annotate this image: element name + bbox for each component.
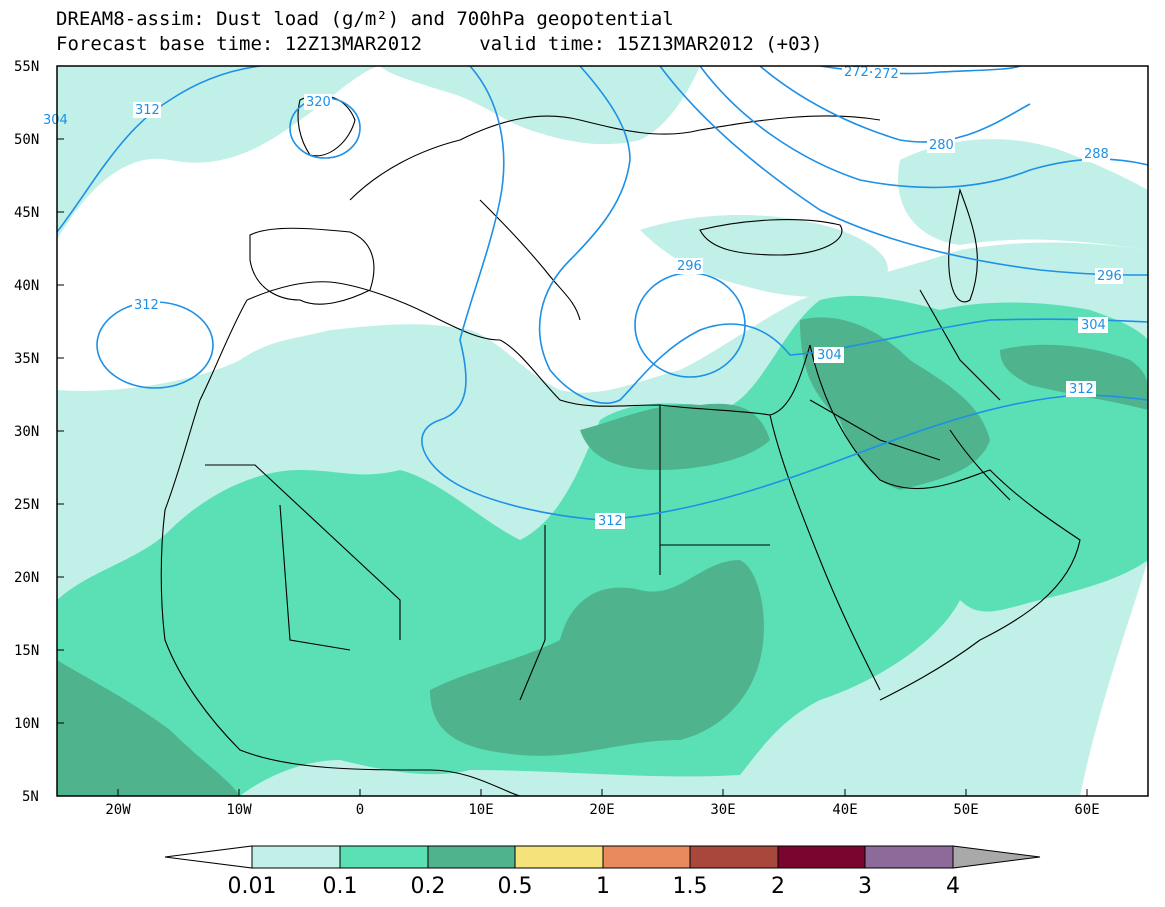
lon-label: 30E xyxy=(710,802,735,818)
contour-312-main xyxy=(421,66,1148,521)
colorbar-swatch-01 xyxy=(339,845,429,869)
colorbar-label: 1.5 xyxy=(673,874,708,899)
lat-axis xyxy=(57,65,64,797)
dust-region-light-balkan xyxy=(640,215,888,297)
dust-region-dark-westafrica xyxy=(57,660,240,796)
border-sahara-1 xyxy=(205,464,401,640)
coast-africa-west xyxy=(160,299,521,796)
lat-label: 5N xyxy=(22,789,39,805)
lat-label: 40N xyxy=(14,278,39,294)
contour-label: 312 xyxy=(134,298,159,313)
colorbar-label: 0.1 xyxy=(323,874,358,899)
coast-arabia xyxy=(809,344,1081,701)
border-arabia-1 xyxy=(809,399,941,461)
lon-label: 20E xyxy=(589,802,614,818)
lon-label: 50E xyxy=(953,802,978,818)
colorbar-label: 1 xyxy=(596,874,610,899)
lat-label: 45N xyxy=(14,205,39,221)
contour-296-north xyxy=(659,66,1148,276)
contour-label: 272 xyxy=(874,67,899,82)
contour-label: 312 xyxy=(598,514,623,529)
lon-labels: 20W 10W 0 10E 20E 30E 40E 50E 60E xyxy=(105,802,1099,818)
contour-label: 272 xyxy=(844,65,869,80)
dust-region-dark-egypt xyxy=(580,403,770,470)
contour-label: 320 xyxy=(306,95,331,110)
lat-label: 55N xyxy=(14,59,39,75)
coastlines xyxy=(160,94,1081,796)
dust-region-dark-arabia xyxy=(800,317,990,490)
lon-label: 0 xyxy=(356,802,364,818)
contour-label: 304 xyxy=(43,113,68,128)
coast-iberia xyxy=(249,227,375,305)
colorbar-labels: 0.01 0.1 0.2 0.5 1 1.5 2 3 4 xyxy=(228,874,960,899)
contour-label: 280 xyxy=(929,138,954,153)
colorbar-swatch-001 xyxy=(251,845,341,869)
colorbar-swatch-3 xyxy=(864,845,954,869)
border-chad xyxy=(519,525,546,701)
coast-redsea xyxy=(769,414,881,691)
lon-label: 60E xyxy=(1074,802,1099,818)
contour-label: 312 xyxy=(1069,382,1094,397)
lon-label: 10W xyxy=(226,802,252,818)
lat-labels: 55N 50N 45N 40N 35N 30N 25N 20N 15N 10N … xyxy=(14,59,39,805)
map-subtitle: Forecast base time: 12Z13MAR2012 valid t… xyxy=(56,33,823,55)
colorbar-label: 2 xyxy=(771,874,785,899)
lat-label: 10N xyxy=(14,716,39,732)
coast-europe-north xyxy=(349,115,881,201)
colorbar-swatch-05 xyxy=(514,845,604,869)
coast-blacksea xyxy=(699,219,843,256)
colorbar-swatch-1 xyxy=(602,845,691,869)
colorbar-label: 3 xyxy=(858,874,872,899)
contour-label: 296 xyxy=(1097,269,1122,284)
colorbar-low-arrow xyxy=(164,845,253,869)
colorbar-label: 0.01 xyxy=(228,874,277,899)
colorbar-swatch-15 xyxy=(689,845,779,869)
coast-africa-north xyxy=(246,281,811,416)
lat-label: 25N xyxy=(14,497,39,513)
map-title: DREAM8-assim: Dust load (g/m²) and 700hP… xyxy=(56,8,674,30)
dust-region-light-east xyxy=(898,139,1148,250)
contour-label: 288 xyxy=(1084,147,1109,162)
lat-label: 35N xyxy=(14,351,39,367)
lon-axis xyxy=(117,789,1088,796)
lat-label: 15N xyxy=(14,643,39,659)
dust-region-light-north xyxy=(380,66,700,145)
contour-280 xyxy=(759,66,1031,143)
contour-label: 304 xyxy=(1081,318,1106,333)
dust-region-dark-iran xyxy=(1000,344,1148,410)
coast-caspian xyxy=(948,188,978,303)
lon-label: 20W xyxy=(105,802,131,818)
colorbar-label: 0.5 xyxy=(498,874,533,899)
border-sahara-2 xyxy=(279,504,351,651)
coast-persian-gulf xyxy=(949,429,1011,501)
colorbar-high-arrow xyxy=(952,845,1041,869)
colorbar-label: 4 xyxy=(946,874,960,899)
dust-region-dark-sahel xyxy=(430,560,764,756)
lat-label: 20N xyxy=(14,570,39,586)
colorbar-swatch-02 xyxy=(427,845,516,869)
colorbar xyxy=(164,845,1041,869)
lon-label: 10E xyxy=(468,802,493,818)
contour-304-main xyxy=(538,66,1148,404)
contour-label: 312 xyxy=(135,103,160,118)
contour-labels: 312 320 312 296 280 272 272 288 296 304 … xyxy=(42,65,1123,529)
lat-label: 30N xyxy=(14,424,39,440)
contour-label: 296 xyxy=(677,259,702,274)
lon-label: 40E xyxy=(832,802,857,818)
contour-label: 304 xyxy=(817,348,842,363)
colorbar-label: 0.2 xyxy=(411,874,446,899)
lat-label: 50N xyxy=(14,132,39,148)
border-iran xyxy=(919,289,1001,401)
colorbar-swatch-2 xyxy=(777,845,866,869)
